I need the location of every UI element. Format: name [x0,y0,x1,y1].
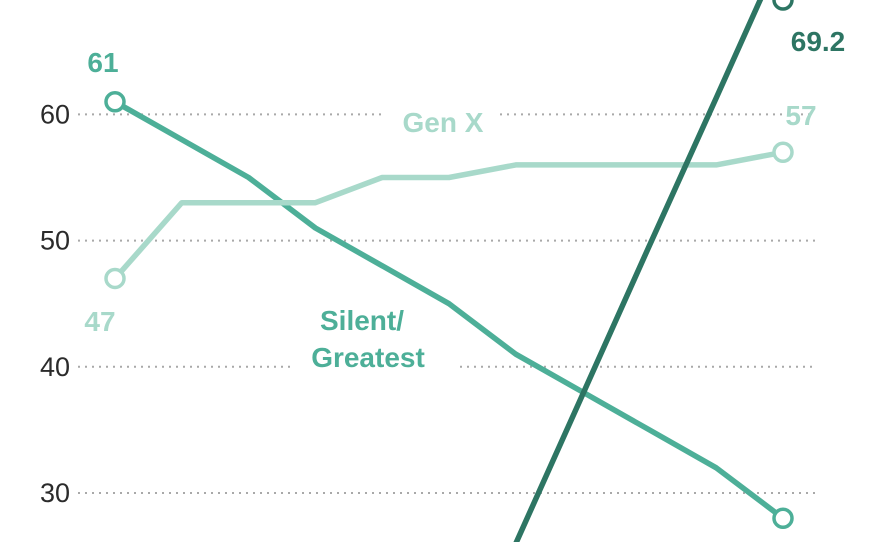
start-value-label-1: 47 [84,306,115,337]
series-lines [104,0,794,542]
y-axis-ticks: 30 40 50 60 70 [40,0,70,508]
y-tick-label-70: 70 [40,0,70,3]
start-marker-0 [104,91,126,113]
series-name-label-0-line-2: Greatest [311,342,425,373]
start-value-label-0: 61 [87,47,118,78]
series-labels: 61 47 57 69.2 Gen X Silent/Greatest [84,26,845,373]
series-line-0 [113,99,785,521]
end-value-label-1: 57 [785,100,816,131]
start-marker-1 [104,267,126,290]
end-marker-2 [772,0,794,11]
series-name-label-1: Gen X [403,107,484,138]
grid-layer [78,113,815,494]
end-value-label-2: 69.2 [791,26,846,57]
y-tick-label-50: 50 [40,226,70,256]
y-tick-label-30: 30 [40,478,70,508]
end-marker-0 [772,507,794,529]
series-line-2 [513,0,764,542]
y-tick-label-40: 40 [40,352,70,382]
series-name-label-0-line-1: Silent/ [320,305,404,336]
end-marker-1 [772,141,794,164]
series-line-1 [112,149,784,281]
y-tick-label-60: 60 [40,99,70,129]
